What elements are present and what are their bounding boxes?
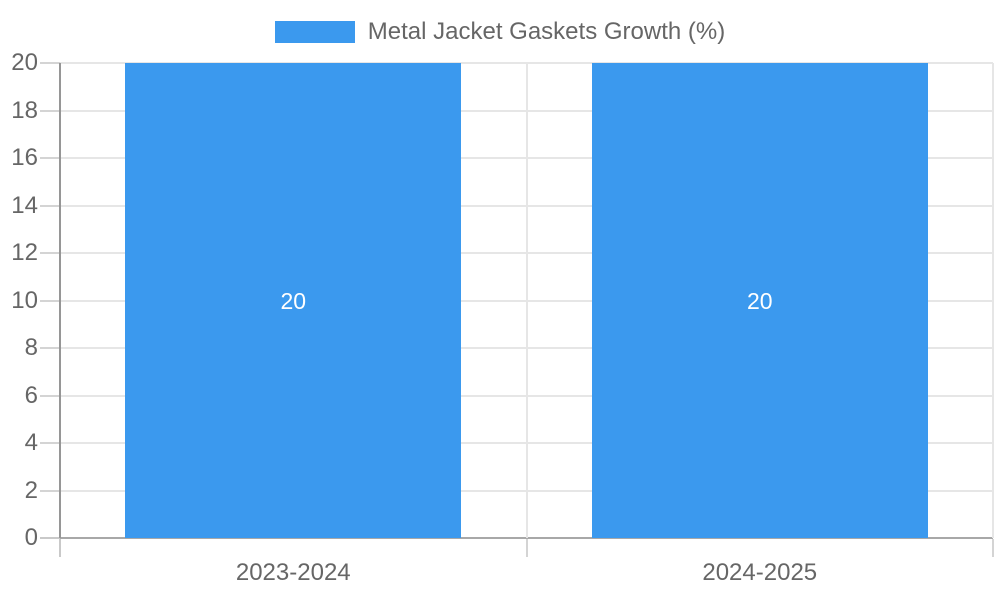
x-axis-tick	[992, 539, 994, 557]
y-tick-label: 20	[11, 49, 38, 76]
y-axis-tick	[40, 347, 60, 349]
category-divider-line	[992, 63, 994, 538]
y-tick-label: 10	[11, 286, 38, 314]
y-tick-label: 2	[24, 476, 38, 504]
y-axis-line	[59, 63, 61, 538]
y-tick-label: 14	[11, 191, 38, 219]
x-tick-label: 2023-2024	[235, 559, 351, 586]
y-axis-tick	[40, 489, 60, 492]
x-tick-label: 2024-2025	[702, 559, 818, 586]
y-tick-label: 0	[24, 524, 38, 551]
legend[interactable]: Metal Jacket Gaskets Growth (%)	[0, 19, 1000, 45]
category-divider-line	[525, 63, 528, 538]
x-baseline	[60, 537, 993, 539]
x-axis-tick	[525, 539, 528, 557]
y-axis-tick	[40, 109, 60, 112]
bar[interactable]	[125, 63, 462, 538]
y-axis-tick	[40, 394, 60, 397]
y-axis-tick	[40, 442, 60, 444]
y-tick-label: 18	[11, 96, 38, 124]
y-tick-label: 8	[24, 334, 38, 361]
bar-value-label: 20	[280, 287, 307, 314]
y-axis-tick	[40, 252, 60, 254]
y-tick-label: 12	[11, 239, 38, 266]
y-axis-tick	[40, 157, 60, 159]
y-tick-label: 4	[24, 429, 38, 456]
y-axis-tick	[40, 299, 60, 302]
y-axis-tick	[40, 62, 60, 64]
legend-swatch	[274, 21, 355, 43]
x-axis-tick	[59, 539, 61, 557]
bar[interactable]	[591, 63, 928, 538]
y-tick-label: 6	[24, 381, 38, 409]
legend-label: Metal Jacket Gaskets Growth (%)	[367, 18, 726, 45]
bar-value-label: 20	[746, 287, 773, 314]
y-tick-label: 16	[11, 144, 38, 171]
y-axis-tick	[40, 537, 60, 539]
y-axis-tick	[40, 204, 60, 207]
